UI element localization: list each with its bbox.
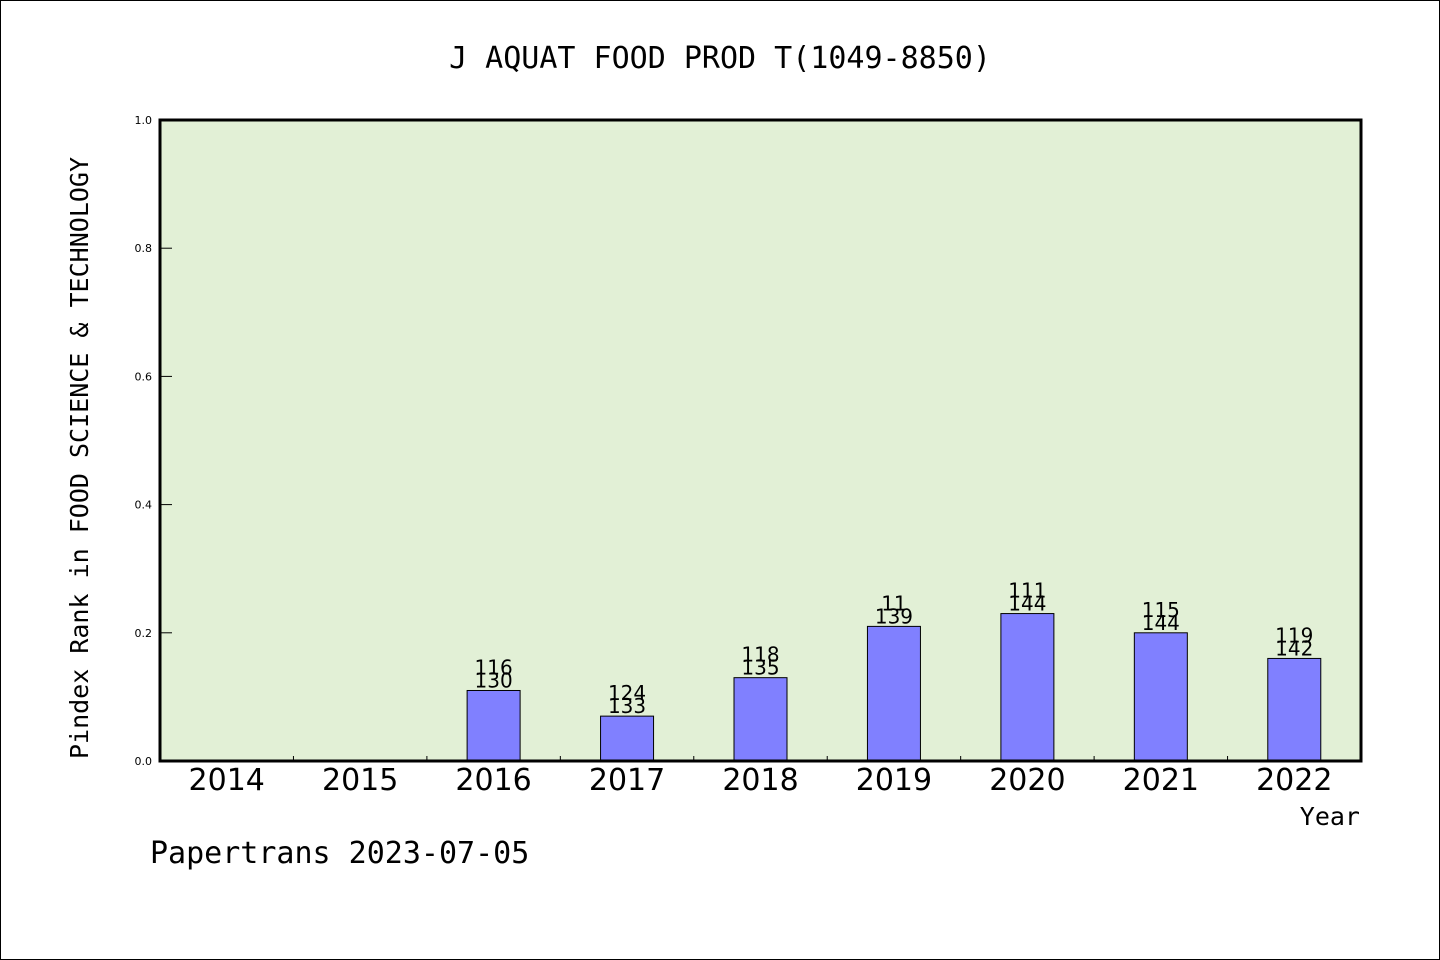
bar-total-label: 139 bbox=[875, 604, 913, 628]
x-tick-label: 2018 bbox=[722, 763, 798, 798]
bar-rank-label: 119 bbox=[1275, 623, 1313, 647]
x-tick-label: 2021 bbox=[1123, 763, 1199, 798]
y-tick-label: 0.6 bbox=[135, 370, 153, 383]
bar-total-label: 144 bbox=[1142, 611, 1180, 635]
y-axis: 0.0 0.2 0.4 0.6 0.8 1.0 bbox=[135, 114, 172, 768]
bar bbox=[1000, 613, 1055, 762]
bar bbox=[466, 689, 521, 762]
x-tick-label: 2014 bbox=[189, 763, 265, 798]
bar bbox=[600, 715, 655, 762]
watermark-text: Papertrans 2023-07-05 bbox=[150, 836, 529, 871]
chart-title: J AQUAT FOOD PROD T(1049-8850) bbox=[449, 41, 991, 76]
bar-total-label: 144 bbox=[1008, 592, 1046, 616]
y-axis-label: Pindex Rank in FOOD SCIENCE & TECHNOLOGY bbox=[65, 157, 94, 759]
bar-total-label: 135 bbox=[741, 656, 779, 680]
x-tick-label: 2022 bbox=[1256, 763, 1332, 798]
y-tick-label: 0.0 bbox=[135, 755, 153, 768]
x-tick-label: 2020 bbox=[989, 763, 1065, 798]
bar bbox=[1133, 632, 1188, 762]
bar-rank-label: 111 bbox=[1008, 579, 1046, 603]
bar bbox=[733, 677, 788, 762]
x-tick-label: 2015 bbox=[322, 763, 398, 798]
bar bbox=[1267, 657, 1322, 762]
bar-total-label: 133 bbox=[608, 694, 646, 718]
x-tick-label: 2019 bbox=[856, 763, 932, 798]
x-tick-label: 2016 bbox=[455, 763, 531, 798]
bar-rank-label: 118 bbox=[741, 643, 779, 667]
x-axis-label: Year bbox=[1300, 802, 1360, 831]
y-tick-label: 0.2 bbox=[135, 627, 153, 640]
x-axis: 2014 2015 2016 2017 2018 2019 2020 2021 2022 bbox=[189, 756, 1332, 798]
bar-rank-label: 116 bbox=[475, 655, 513, 679]
bar-rank-label: 124 bbox=[608, 681, 646, 705]
y-tick-label: 0.4 bbox=[135, 499, 153, 512]
bar-rank-label: 11 bbox=[881, 591, 906, 615]
plot-border bbox=[158, 118, 1363, 763]
bar-total-label: 142 bbox=[1275, 636, 1313, 660]
x-tick-label: 2017 bbox=[589, 763, 665, 798]
y-tick-label: 1.0 bbox=[135, 114, 153, 127]
bar bbox=[866, 625, 921, 762]
bar-total-label: 130 bbox=[475, 668, 513, 692]
bars-layer bbox=[466, 613, 1322, 762]
y-tick-label: 0.8 bbox=[135, 242, 153, 255]
bar-rank-label: 115 bbox=[1142, 598, 1180, 622]
